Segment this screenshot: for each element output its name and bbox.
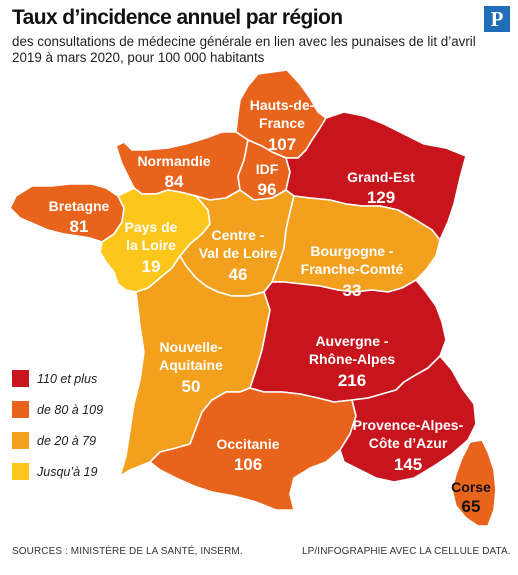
paca-value: 145 [394,455,422,474]
legend-swatch [12,370,29,387]
legend-item-110-plus: 110 et plus [12,368,103,389]
centre-value: 46 [229,265,248,284]
label-nouvelle-aquitaine: Nouvelle- Aquitaine 50 [159,339,223,396]
footer-credit: LP/INFOGRAPHIE AVEC LA CELLULE DATA. [302,546,511,557]
normandie-value: 84 [165,172,184,191]
label-occitanie: Occitanie 106 [216,436,279,474]
nouvelle-aquitaine-name-line2: Aquitaine [159,357,223,373]
hauts-de-france-name-line1: Hauts-de- [250,97,315,113]
label-grand-est: Grand-Est 129 [347,169,415,207]
label-corse: Corse 65 [451,479,491,516]
bretagne-name: Bretagne [49,198,110,214]
occitanie-name: Occitanie [216,436,279,452]
centre-name-line1: Centre - [212,227,265,243]
region-corse[interactable] [451,439,497,527]
legend-label: Jusqu’à 19 [37,464,98,479]
legend-swatch [12,463,29,480]
legend-label: de 20 à 79 [37,433,97,448]
corse-name: Corse [451,479,491,495]
region-occitanie[interactable] [149,387,357,511]
legend-label: de 80 à 109 [37,402,104,417]
publisher-logo: P [484,6,510,32]
paca-name-line1: Provence-Alpes- [353,417,464,433]
grand-est-name: Grand-Est [347,169,415,185]
pays-de-la-loire-name-line1: Pays de [125,219,178,235]
legend-label: 110 et plus [37,371,98,386]
label-pays-de-la-loire: Pays de la Loire 19 [125,219,178,276]
legend-item-under-19: Jusqu’à 19 [12,461,103,482]
region-paca[interactable] [339,355,477,483]
legend-swatch [12,432,29,449]
label-paca: Provence-Alpes- Côte d’Azur 145 [353,417,464,474]
legend-item-80-109: de 80 à 109 [12,399,103,420]
nouvelle-aquitaine-value: 50 [182,377,201,396]
label-idf: IDF 96 [256,161,279,199]
normandie-name: Normandie [137,153,210,169]
bourgogne-name-line1: Bourgogne - [310,243,394,259]
label-bretagne: Bretagne 81 [49,198,110,236]
label-normandie: Normandie 84 [137,153,210,191]
hauts-de-france-value: 107 [268,135,296,154]
centre-name-line2: Val de Loire [199,245,278,261]
bourgogne-value: 33 [343,281,362,300]
label-bourgogne-franche-comte: Bourgogne - Franche-Comté 33 [301,243,404,300]
pays-de-la-loire-name-line2: la Loire [126,237,176,253]
chart-subtitle: des consultations de médecine générale e… [12,34,476,65]
nouvelle-aquitaine-name-line1: Nouvelle- [159,339,222,355]
idf-name: IDF [256,161,279,177]
paca-name-line2: Côte d’Azur [369,435,448,451]
grand-est-value: 129 [367,188,395,207]
bourgogne-name-line2: Franche-Comté [301,261,404,277]
hauts-de-france-name-line2: France [259,115,305,131]
legend-item-20-79: de 20 à 79 [12,430,103,451]
footer-sources: SOURCES : MINISTÈRE DE LA SANTÉ, INSERM. [12,546,243,557]
auvergne-value: 216 [338,371,366,390]
label-hauts-de-france: Hauts-de- France 107 [250,97,315,154]
auvergne-name-line1: Auvergne - [315,333,388,349]
corse-value: 65 [462,497,481,516]
label-auvergne-rhone-alpes: Auvergne - Rhône-Alpes 216 [309,333,396,390]
occitanie-value: 106 [234,455,262,474]
label-centre-val-de-loire: Centre - Val de Loire 46 [199,227,278,284]
pays-de-la-loire-value: 19 [142,257,161,276]
auvergne-name-line2: Rhône-Alpes [309,351,396,367]
idf-value: 96 [258,180,277,199]
legend-swatch [12,401,29,418]
bretagne-value: 81 [70,217,89,236]
map-legend: 110 et plus de 80 à 109 de 20 à 79 Jusqu… [12,368,103,492]
chart-title: Taux d’incidence annuel par région [12,6,343,29]
